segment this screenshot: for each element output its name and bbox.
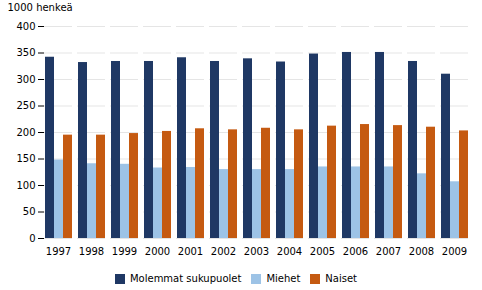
svg-text:2009: 2009: [442, 246, 467, 257]
svg-text:50: 50: [23, 206, 36, 217]
svg-text:2000: 2000: [145, 246, 170, 257]
svg-text:2004: 2004: [277, 246, 302, 257]
svg-text:100: 100: [16, 180, 35, 191]
svg-text:1000 henkeä: 1000 henkeä: [8, 2, 73, 13]
svg-text:300: 300: [16, 74, 35, 85]
svg-text:2008: 2008: [409, 246, 434, 257]
svg-text:150: 150: [16, 153, 35, 164]
svg-text:0: 0: [29, 233, 35, 244]
svg-text:1999: 1999: [112, 246, 137, 257]
svg-text:2003: 2003: [244, 246, 269, 257]
svg-text:2002: 2002: [211, 246, 236, 257]
svg-text:400: 400: [16, 21, 35, 32]
html-text:Molemmat sukupuolet: Molemmat sukupuolet: [130, 273, 242, 284]
svg-text:2006: 2006: [343, 246, 368, 257]
html-text:Miehet: Miehet: [266, 273, 301, 284]
svg-text:2007: 2007: [376, 246, 401, 257]
svg-text:2005: 2005: [310, 246, 335, 257]
svg-text:350: 350: [16, 47, 35, 58]
html-text:Naiset: Naiset: [325, 273, 357, 284]
svg-text:1997: 1997: [46, 246, 71, 257]
svg-text:1998: 1998: [79, 246, 104, 257]
svg-text:2001: 2001: [178, 246, 203, 257]
svg-text:200: 200: [16, 127, 35, 138]
svg-text:250: 250: [16, 100, 35, 111]
